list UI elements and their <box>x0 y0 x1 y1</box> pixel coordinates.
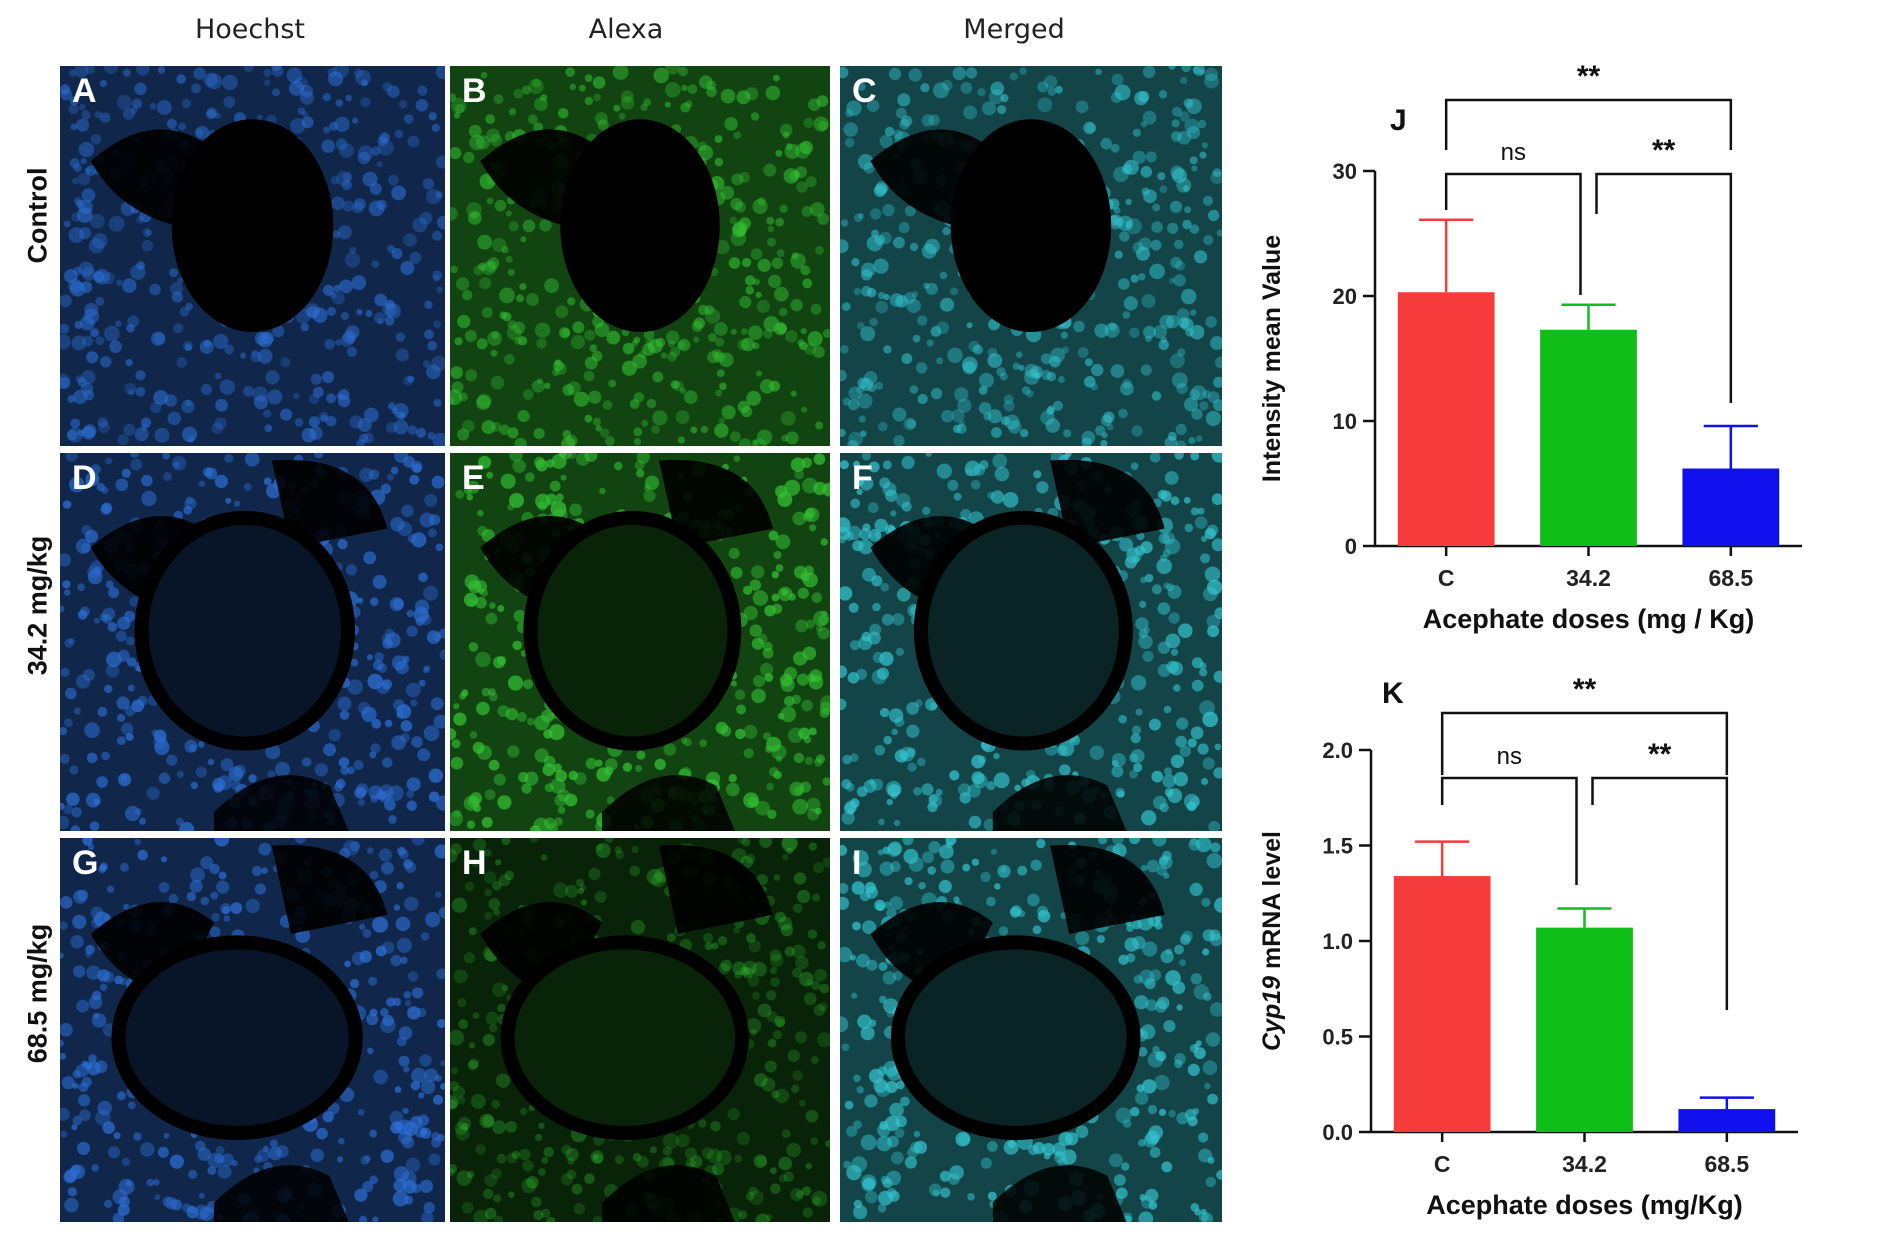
micrograph-panel-b: B <box>450 66 830 446</box>
micrograph-panel-c: C <box>840 66 1222 446</box>
y-tick-label: 1.5 <box>1322 834 1353 859</box>
x-tick-label: C <box>1438 565 1455 591</box>
x-tick-label: 68.5 <box>1708 565 1753 591</box>
significance-label: ns <box>1497 743 1522 770</box>
significance-bracket <box>1444 98 1733 150</box>
y-tick-label: 30 <box>1333 159 1357 184</box>
panel-letter-g: G <box>72 844 99 882</box>
y-tick-label: 1.0 <box>1322 929 1353 954</box>
significance-label: ** <box>1652 134 1676 167</box>
y-axis-label: Cyp19 mRNA level <box>1258 831 1286 1051</box>
significance-label: ns <box>1501 139 1526 166</box>
bar-C <box>1397 292 1495 546</box>
row-label-68-5: 68.5 mg/kg <box>22 923 53 1064</box>
x-tick-label: C <box>1434 1151 1451 1177</box>
y-tick-label: 0.0 <box>1322 1120 1353 1145</box>
micrograph-panel-i: I <box>840 838 1222 1222</box>
bar-68.5 <box>1682 468 1780 546</box>
chart-panel-letter: K <box>1382 677 1404 710</box>
chart-panel-letter: J <box>1390 104 1407 137</box>
y-tick-label: 2.0 <box>1322 738 1353 763</box>
x-tick-label: 68.5 <box>1704 1151 1749 1177</box>
panel-letter-e: E <box>462 459 485 497</box>
micrograph-panel-a: A <box>60 66 445 446</box>
significance-bracket <box>1440 776 1578 885</box>
significance-label: ** <box>1648 738 1672 771</box>
column-header-merged: Merged <box>963 14 1065 45</box>
significance-bracket <box>1595 172 1733 403</box>
panel-letter-i: I <box>852 844 862 882</box>
x-axis-label: Acephate doses (mg / Kg) <box>1423 604 1755 634</box>
x-tick-label: 34.2 <box>1566 565 1611 591</box>
y-tick-label: 0 <box>1345 534 1357 559</box>
chart-j: J 0 10 20 30 C 34.2 68.5 Acephate doses (mg / Kg… <box>1258 60 1802 634</box>
x-axis-label: Acephate doses (mg/Kg) <box>1426 1190 1743 1220</box>
micrograph-panel-e: E <box>450 453 830 831</box>
x-tick-label: 34.2 <box>1562 1151 1607 1177</box>
significance-bracket <box>1444 172 1582 295</box>
y-tick-label: 20 <box>1333 284 1357 309</box>
significance-label: ** <box>1573 673 1597 706</box>
chart-k: K 0.0 0.5 1.0 1.5 2.0 C 34.2 68.5 Acephate doses … <box>1258 673 1798 1220</box>
column-header-alexa: Alexa <box>588 14 664 45</box>
micrograph-panel-h: H <box>450 838 830 1222</box>
panel-letter-d: D <box>72 459 97 497</box>
bar-34.2 <box>1536 927 1633 1132</box>
micrograph-panel-d: D <box>60 453 445 831</box>
bar-68.5 <box>1678 1109 1776 1132</box>
significance-bracket <box>1591 776 1729 1010</box>
y-axis-label: Intensity mean Value <box>1258 235 1286 482</box>
panel-letter-c: C <box>852 72 877 110</box>
bar-34.2 <box>1540 329 1637 546</box>
significance-bracket <box>1440 711 1729 775</box>
row-label-control: Control <box>22 167 53 264</box>
panel-letter-f: F <box>852 459 873 497</box>
micrograph-panel-f: F <box>840 453 1222 831</box>
column-header-hoechst: Hoechst <box>194 14 306 45</box>
panel-letter-h: H <box>462 844 487 882</box>
panel-letter-a: A <box>72 72 97 110</box>
bar-C <box>1393 876 1491 1132</box>
micrograph-panel-g: G <box>60 838 445 1222</box>
row-label-34-2: 34.2 mg/kg <box>22 535 53 676</box>
significance-label: ** <box>1577 60 1601 93</box>
y-tick-label: 10 <box>1333 409 1357 434</box>
y-tick-label: 0.5 <box>1322 1025 1353 1050</box>
panel-letter-b: B <box>462 72 487 110</box>
